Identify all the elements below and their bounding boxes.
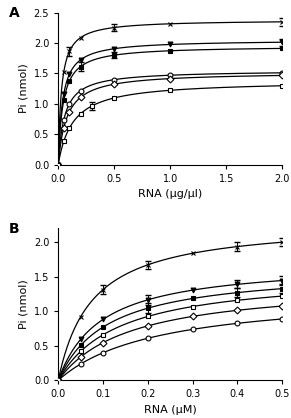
Y-axis label: Pi (nmol): Pi (nmol) [18, 64, 28, 113]
X-axis label: RNA (μg/μl): RNA (μg/μl) [138, 189, 202, 199]
Text: A: A [9, 6, 20, 20]
Y-axis label: Pi (nmol): Pi (nmol) [18, 280, 28, 329]
Text: B: B [9, 222, 19, 236]
X-axis label: RNA (μM): RNA (μM) [144, 405, 197, 415]
